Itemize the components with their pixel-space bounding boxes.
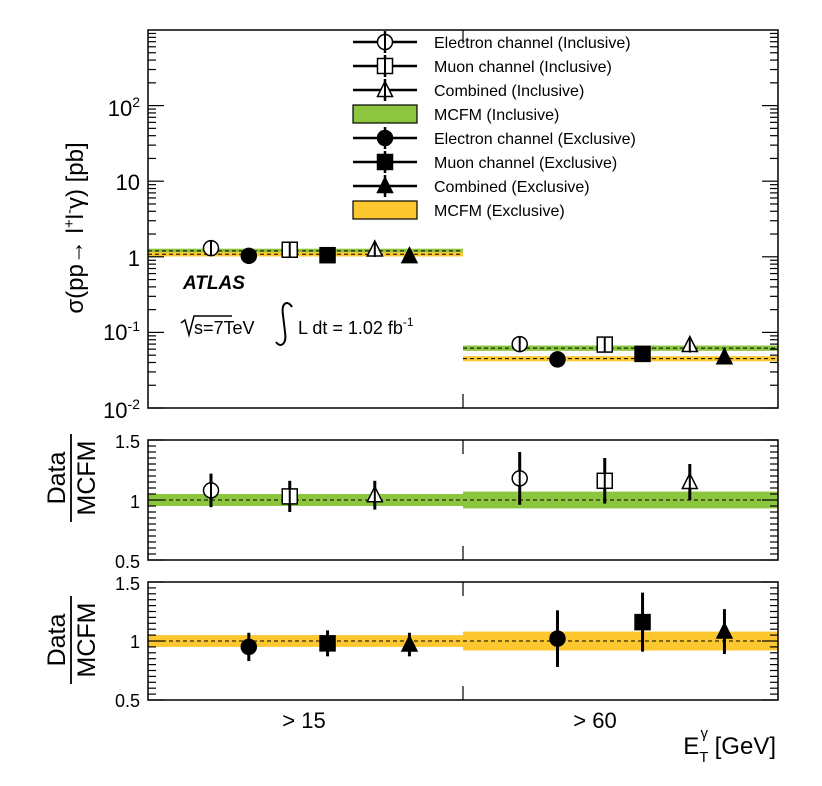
ratio-incl-ytick-1.5: 1.5 (115, 432, 140, 452)
legend-label-1: Muon channel (Inclusive) (434, 59, 612, 76)
top-point-4-bin-1 (549, 351, 566, 368)
top-ylabel: σ(pp→ l+l-γ) [pb] (61, 142, 89, 313)
top-ytick-label-10: 10 (116, 170, 140, 195)
legend-label-0: Electron channel (Inclusive) (434, 35, 631, 52)
ratio-incl-ytick-0.5: 0.5 (115, 552, 140, 572)
legend-marker-5 (376, 153, 394, 171)
top-point-4-bin-0 (240, 247, 258, 265)
legend-swatch-3 (352, 104, 418, 124)
ratio-excl-ylabel-den: MCFM (73, 603, 101, 678)
data-points (202, 239, 734, 667)
top-ytick-label-1: 10-1 (103, 318, 140, 345)
ratio-incl-ylabel-den: MCFM (73, 441, 101, 516)
top-point-6-bin-0 (400, 245, 419, 264)
top-point-6-bin-1 (715, 347, 734, 365)
legend: Electron channel (Inclusive) Muon channel… (352, 31, 636, 220)
ratio-excl-ytick-1: 1 (130, 632, 140, 652)
legend-marker-6 (376, 175, 394, 194)
top-ytick-label-0: 1 (128, 246, 140, 271)
top-ytick-label-2: 10-2 (103, 396, 140, 423)
ratio_exclusive-point-0-bin-0 (240, 638, 258, 656)
legend-label-2: Combined (Inclusive) (434, 83, 584, 100)
atlas-label: ATLAS (182, 273, 245, 294)
legend-marker-4 (376, 129, 394, 147)
legend-label-6: Combined (Exclusive) (434, 179, 590, 196)
ratio-incl-ytick-1: 1 (130, 492, 140, 512)
xtick-label-15: > 15 (282, 708, 325, 733)
ratio-excl-ytick-0.5: 0.5 (115, 691, 140, 711)
ratio-incl-ylabel-num: Data (43, 452, 71, 505)
ratio-excl-ylabel: Data MCFM (43, 596, 101, 684)
legend-label-3: MCFM (Inclusive) (434, 107, 559, 124)
ratio_exclusive-point-2-bin-1 (715, 621, 734, 639)
axis-ticks (148, 30, 778, 701)
energy-label: s=7TeV (194, 318, 255, 338)
ratio-excl-ytick-1.5: 1.5 (115, 574, 140, 594)
ratio_exclusive-point-1-bin-1 (634, 613, 651, 631)
ratio_exclusive-point-2-bin-0 (400, 634, 419, 652)
ratio_exclusive-point-1-bin-0 (319, 635, 336, 652)
ratio-excl-ylabel-num: Data (43, 614, 71, 667)
legend-swatch-7 (352, 200, 418, 220)
legend-label-7: MCFM (Exclusive) (434, 203, 565, 220)
ratio-incl-ylabel: Data MCFM (43, 434, 101, 522)
legend-label-5: Muon channel (Exclusive) (434, 155, 617, 172)
top-point-5-bin-1 (634, 345, 651, 363)
x-axis-title: ETγ [GeV] (683, 725, 776, 766)
legend-label-4: Electron channel (Exclusive) (434, 131, 636, 148)
xtick-label-60: > 60 (573, 708, 616, 733)
top-point-5-bin-0 (319, 246, 336, 264)
ratio_exclusive-point-0-bin-1 (549, 630, 566, 647)
top-ytick-label-100: 102 (108, 94, 140, 121)
lumi-label: L dt = 1.02 fb-1 (298, 315, 414, 338)
sqrt-sign (180, 315, 232, 338)
integral-sign (275, 302, 293, 346)
